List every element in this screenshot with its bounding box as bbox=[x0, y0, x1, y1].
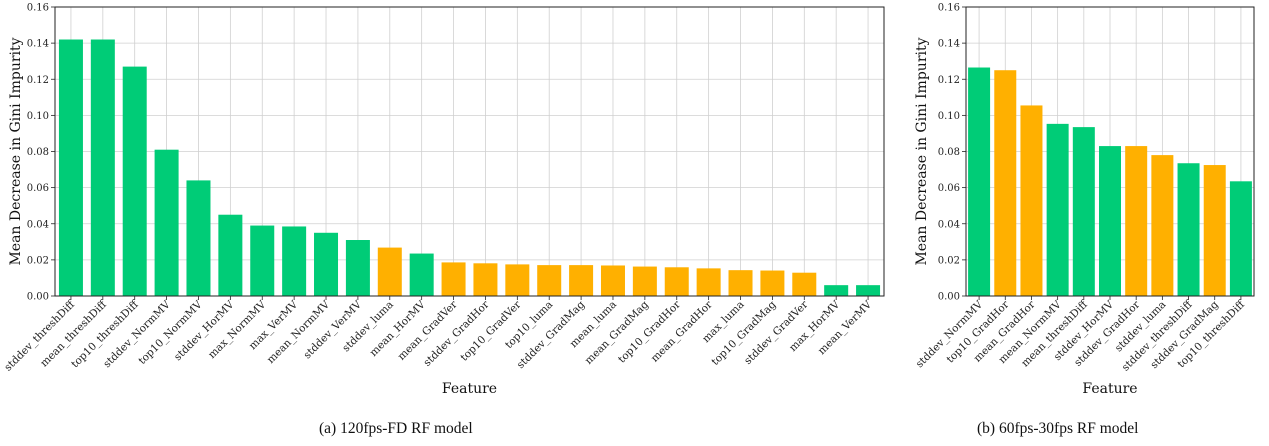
bar-mean-gradmag bbox=[632, 266, 657, 296]
bar-top10-threshdiff bbox=[122, 66, 147, 296]
bar-stddev-gradmag bbox=[569, 265, 594, 296]
ytick-label: 0.16 bbox=[27, 3, 49, 14]
bar-mean-gradver bbox=[441, 262, 466, 296]
bar-mean-normmv bbox=[314, 232, 339, 296]
ytick-label: 0.00 bbox=[27, 292, 49, 303]
ytick-label: 0.08 bbox=[27, 147, 49, 158]
bar-top10-gradver bbox=[505, 264, 530, 296]
bar-mean-normmv bbox=[1046, 123, 1069, 296]
ytick-label: 0.12 bbox=[27, 75, 49, 86]
bar-mean-hormv bbox=[409, 253, 434, 296]
ytick-label: 0.08 bbox=[938, 147, 960, 158]
bar-stddev-vermv bbox=[345, 240, 370, 296]
ytick-label: 0.06 bbox=[938, 183, 960, 194]
y-axis-label: Mean Decrease in Gini Impurity bbox=[914, 37, 930, 265]
bar-mean-vermv bbox=[856, 285, 881, 296]
bar-top10-normmv bbox=[186, 180, 211, 296]
bar-stddev-gradhor bbox=[473, 263, 498, 296]
xtick-label: max_NormMV bbox=[206, 298, 269, 361]
bar-top10-luma bbox=[537, 265, 562, 296]
xtick-label: mean_HorMV bbox=[367, 298, 428, 359]
bar-mean-gradhor bbox=[696, 268, 721, 296]
ytick-label: 0.04 bbox=[27, 219, 49, 230]
chart-b-60fps-30fps: 0.000.020.040.060.080.100.120.140.16stdd… bbox=[914, 3, 1255, 397]
bar-mean-threshdiff bbox=[90, 39, 115, 296]
ytick-label: 0.10 bbox=[938, 111, 960, 122]
ytick-label: 0.04 bbox=[938, 219, 960, 230]
bar-stddev-gradhor bbox=[1125, 146, 1148, 296]
bar-max-vermv bbox=[282, 226, 307, 296]
caption-a: (a) 120fps-FD RF model bbox=[319, 420, 473, 437]
ytick-label: 0.02 bbox=[27, 255, 49, 266]
bar-stddev-gradmag bbox=[1203, 165, 1226, 296]
bar-stddev-luma bbox=[377, 247, 402, 296]
bar-top10-gradhor bbox=[994, 70, 1017, 296]
ytick-label: 0.16 bbox=[938, 3, 960, 14]
bar-top10-gradhor bbox=[664, 267, 689, 296]
x-axis-label: Feature bbox=[442, 381, 497, 397]
ytick-label: 0.12 bbox=[938, 75, 960, 86]
bar-stddev-hormv bbox=[218, 214, 243, 296]
bar-max-luma bbox=[728, 270, 753, 296]
bar-max-normmv bbox=[250, 225, 275, 296]
ytick-label: 0.00 bbox=[938, 292, 960, 303]
x-axis-label: Feature bbox=[1082, 381, 1137, 397]
bar-stddev-normmv bbox=[968, 67, 991, 297]
bar-mean-threshdiff bbox=[1072, 127, 1095, 296]
plot-frame bbox=[54, 6, 885, 297]
bar-stddev-normmv bbox=[154, 149, 179, 296]
y-axis-label: Mean Decrease in Gini Impurity bbox=[8, 37, 24, 265]
bar-top10-gradmag bbox=[760, 270, 785, 296]
plot-frame bbox=[965, 6, 1255, 297]
bar-stddev-threshdiff bbox=[58, 39, 83, 296]
bar-max-hormv bbox=[824, 285, 849, 296]
caption-b: (b) 60fps-30fps RF model bbox=[977, 420, 1139, 437]
bar-stddev-luma bbox=[1151, 155, 1174, 296]
ytick-label: 0.10 bbox=[27, 111, 49, 122]
bar-stddev-gradver bbox=[792, 272, 817, 296]
ytick-label: 0.14 bbox=[27, 39, 49, 50]
chart-a-120fps-fd: 0.000.020.040.060.080.100.120.140.16stdd… bbox=[2, 3, 885, 397]
bar-mean-luma bbox=[600, 265, 625, 296]
ytick-label: 0.14 bbox=[938, 39, 960, 50]
bar-stddev-threshdiff bbox=[1177, 163, 1200, 296]
bar-mean-gradhor bbox=[1020, 105, 1043, 296]
ytick-label: 0.02 bbox=[938, 255, 960, 266]
ytick-label: 0.06 bbox=[27, 183, 49, 194]
bar-stddev-hormv bbox=[1099, 146, 1121, 296]
bar-top10-threshdiff bbox=[1229, 181, 1252, 296]
